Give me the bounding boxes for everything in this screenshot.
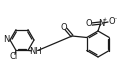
Text: O: O bbox=[86, 20, 92, 29]
Text: +: + bbox=[102, 17, 107, 22]
Text: N: N bbox=[98, 18, 104, 27]
Text: Cl: Cl bbox=[10, 52, 18, 61]
Text: N: N bbox=[3, 35, 10, 44]
Text: -: - bbox=[115, 16, 117, 21]
Text: NH: NH bbox=[29, 47, 41, 56]
Text: O: O bbox=[60, 23, 67, 32]
Text: O: O bbox=[109, 18, 115, 26]
